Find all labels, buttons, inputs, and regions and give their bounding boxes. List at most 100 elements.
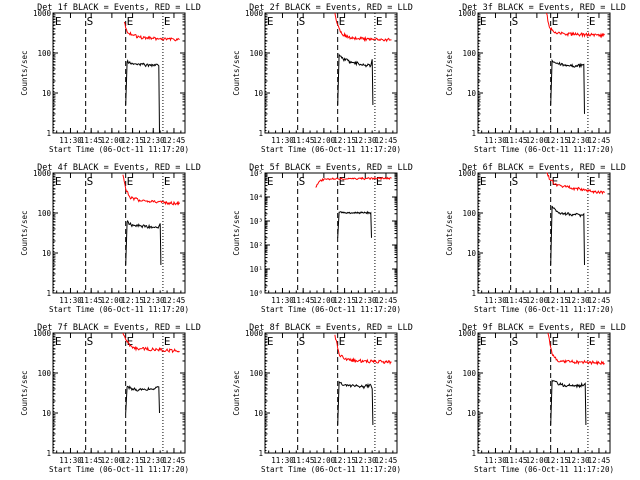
y-tick-label: 1000 [33,9,52,18]
y-tick-label: 1000 [458,169,477,178]
y-axis-label: Counts/sec [232,210,241,255]
x-tick-label: 12:45 [375,136,398,145]
plot-frame [52,12,186,134]
y-axis-label: Counts/sec [20,210,29,255]
lld-series-line [547,332,605,366]
marker-label: E [552,335,559,348]
events-series-line [337,380,374,426]
x-axis-label: Start Time (06-Oct-11 11:17:20) [49,465,189,474]
y-axis-label: Counts/sec [445,370,454,415]
x-tick-label: 12:15 [121,456,144,465]
lld-series-line [123,21,180,42]
x-tick-label: 11:30 [59,136,82,145]
marker-label: S [512,15,519,28]
marker-label: E [127,175,134,188]
marker-label: E [552,175,559,188]
x-tick-label: 12:00 [101,136,124,145]
x-tick-label: 11:45 [505,456,528,465]
x-tick-label: 12:30 [567,456,590,465]
x-tick-label: 12:45 [375,296,398,305]
chart-panel-5: Det 5f BLACK = Events, RED = LLD 10⁰ 10¹ 10… [232,163,413,314]
x-tick-label: 12:00 [313,456,336,465]
chart-panel-1: Det 1f BLACK = Events, RED = LLD 1 10 100 10… [20,3,201,154]
x-axis-label: Start Time (06-Oct-11 11:17:20) [49,305,189,314]
x-tick-label: 12:30 [142,296,165,305]
y-tick-label: 1 [471,449,476,458]
marker-label: E [164,175,171,188]
marker-label: E [480,175,487,188]
y-axis-label: Counts/sec [232,370,241,415]
x-tick-label: 12:00 [101,296,124,305]
y-axis-label: Counts/sec [20,370,29,415]
marker-label: S [87,335,94,348]
chart-panel-6: Det 6f BLACK = Events, RED = LLD 1 10 100 10… [445,163,626,314]
marker-label: S [87,175,94,188]
chart-panel-9: Det 9f BLACK = Events, RED = LLD 1 10 100 10… [445,323,626,474]
chart-title: Det 2f BLACK = Events, RED = LLD [249,3,413,13]
y-tick-label: 10 [467,249,477,258]
chart-title: Det 9f BLACK = Events, RED = LLD [462,323,626,333]
x-tick-label: 12:15 [121,296,144,305]
marker-label: E [589,175,596,188]
x-axis-label: Start Time (06-Oct-11 11:17:20) [474,305,614,314]
chart-title: Det 8f BLACK = Events, RED = LLD [249,323,413,333]
x-tick-label: 12:15 [333,136,356,145]
x-tick-label: 12:30 [567,136,590,145]
y-tick-label: 100 [249,49,263,58]
events-series-line [125,385,160,414]
y-tick-label: 10 [254,89,264,98]
x-tick-label: 12:45 [375,456,398,465]
marker-label: S [87,15,94,28]
y-tick-label: 100 [37,209,51,218]
x-tick-label: 11:30 [271,456,294,465]
y-tick-label: 1000 [33,169,52,178]
x-tick-label: 11:45 [292,296,315,305]
x-tick-label: 11:45 [292,456,315,465]
marker-label: S [512,175,519,188]
x-tick-label: 12:15 [546,136,569,145]
y-axis-label: Counts/sec [445,50,454,95]
chart-title: Det 1f BLACK = Events, RED = LLD [37,3,201,13]
marker-label: E [267,335,274,348]
lld-series-line [122,174,180,206]
x-tick-label: 12:15 [546,296,569,305]
y-axis-label: Counts/sec [20,50,29,95]
y-tick-label: 10³ [249,217,263,226]
marker-label: E [55,175,62,188]
marker-label: S [512,335,519,348]
chart-title: Det 4f BLACK = Events, RED = LLD [37,163,201,173]
x-tick-label: 12:45 [163,136,186,145]
lld-series-line [546,172,605,195]
plot-frame [52,172,186,294]
y-tick-label: 1000 [245,329,264,338]
y-tick-label: 10 [467,89,477,98]
x-tick-label: 12:15 [546,456,569,465]
marker-label: E [127,335,134,348]
marker-label: S [299,175,306,188]
chart-panel-2: Det 2f BLACK = Events, RED = LLD 1 10 100 10… [232,3,413,154]
x-tick-label: 12:00 [313,136,336,145]
x-tick-label: 12:00 [526,136,549,145]
marker-label: S [299,15,306,28]
lld-series-line [334,12,392,43]
events-series-line [550,58,585,114]
events-series-line [337,53,374,106]
y-tick-label: 10² [249,241,263,250]
lld-series-line [334,334,392,365]
x-axis-label: Start Time (06-Oct-11 11:17:20) [261,465,401,474]
y-tick-label: 1 [46,129,51,138]
x-axis-label: Start Time (06-Oct-11 11:17:20) [49,145,189,154]
x-axis-label: Start Time (06-Oct-11 11:17:20) [261,305,401,314]
x-axis-label: Start Time (06-Oct-11 11:17:20) [474,465,614,474]
x-tick-label: 12:45 [588,296,611,305]
x-tick-label: 11:30 [484,136,507,145]
marker-label: E [480,335,487,348]
chart-panel-4: Det 4f BLACK = Events, RED = LLD 1 10 100 10… [20,163,201,314]
lld-series-line [122,332,180,354]
x-tick-label: 12:45 [163,456,186,465]
y-tick-label: 1000 [245,9,264,18]
y-tick-label: 10⁴ [249,193,263,202]
y-tick-label: 1000 [33,329,52,338]
x-tick-label: 12:00 [101,456,124,465]
events-series-line [125,59,160,134]
